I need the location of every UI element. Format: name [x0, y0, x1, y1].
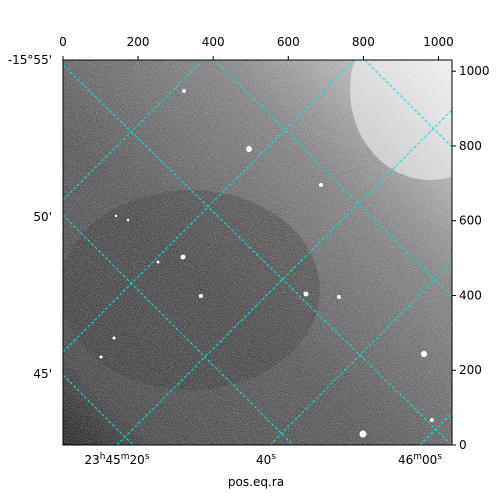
- x-tick-label: 800: [352, 35, 375, 49]
- x-axis-label: pos.eq.ra: [228, 475, 284, 489]
- y-tick-label: 200: [459, 363, 482, 377]
- dec-label: -15°55': [8, 53, 52, 67]
- ra-label: 46m00s: [398, 452, 442, 467]
- y-tick-label: 600: [459, 214, 482, 228]
- y-tick-label: 800: [459, 139, 482, 153]
- y-tick-label: 400: [459, 288, 482, 302]
- ra-label: 23h45m20s: [84, 452, 149, 467]
- dec-label: 45': [33, 367, 52, 381]
- sky-image: [63, 60, 452, 445]
- x-tick-label: 200: [127, 35, 150, 49]
- x-tick-label: 400: [202, 35, 225, 49]
- y-tick-label: 0: [459, 438, 467, 452]
- dec-label: 50': [33, 210, 52, 224]
- x-tick-label: 1000: [423, 35, 454, 49]
- coordinate-grid: [63, 60, 452, 445]
- y-tick-label: 1000: [459, 64, 490, 78]
- ra-label: 40s: [256, 452, 276, 467]
- frame: [62, 59, 453, 446]
- x-tick-label: 600: [277, 35, 300, 49]
- x-tick-label: 0: [59, 35, 67, 49]
